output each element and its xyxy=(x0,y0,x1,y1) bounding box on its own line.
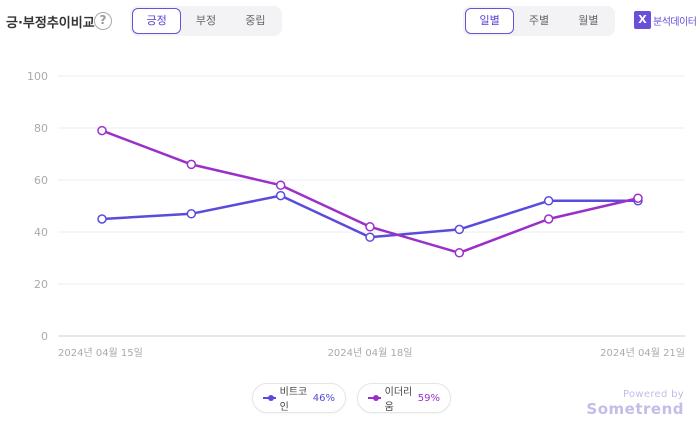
powered-by-watermark: Powered by Sometrend xyxy=(586,389,684,418)
legend-label: 이더리움 xyxy=(384,387,413,413)
data-point xyxy=(633,193,643,203)
data-point xyxy=(186,209,197,219)
legend-label: 비트코인 xyxy=(279,387,308,413)
data-point xyxy=(543,214,554,224)
y-tick-label: 40 xyxy=(34,226,48,239)
y-tick-label: 80 xyxy=(34,122,48,135)
export-data-button[interactable]: X 분석데이터 xyxy=(634,11,697,29)
period-toggle: 일별 주별 월별 xyxy=(463,6,615,36)
data-point xyxy=(543,196,554,206)
data-point xyxy=(365,232,375,242)
data-point xyxy=(275,190,286,201)
y-tick-label: 100 xyxy=(27,70,48,83)
legend-marker-icon xyxy=(368,395,381,401)
legend-percent: 46% xyxy=(312,392,335,404)
tab-weekly[interactable]: 주별 xyxy=(528,14,550,27)
x-tick-label: 2024년 04월 15일 xyxy=(58,347,143,359)
legend-marker-icon xyxy=(263,395,276,401)
legend-percent: 59% xyxy=(417,392,440,404)
brand-logo: Sometrend xyxy=(586,400,684,418)
excel-icon: X xyxy=(634,11,651,29)
powered-by-text: Powered by xyxy=(623,389,684,400)
data-point xyxy=(454,248,465,258)
y-tick-label: 60 xyxy=(34,174,48,187)
export-label: 분석데이터 xyxy=(653,16,697,28)
x-tick-label: 2024년 04월 21일 xyxy=(600,347,685,359)
data-point xyxy=(365,222,375,232)
tab-monthly[interactable]: 월별 xyxy=(578,14,599,27)
tab-negative[interactable]: 부정 xyxy=(195,14,217,27)
data-point xyxy=(454,224,465,235)
tab-daily[interactable]: 일별 xyxy=(465,8,515,34)
tab-positive[interactable]: 긍정 xyxy=(132,8,182,34)
legend-item-bitcoin[interactable]: 비트코인 46% xyxy=(252,383,346,413)
data-point xyxy=(186,159,197,170)
header: 긍·부정추이비교 ? 긍정 부정 중립 일별 주별 월별 X 분석데이터 xyxy=(0,0,700,44)
data-point xyxy=(275,180,286,190)
y-tick-label: 0 xyxy=(41,330,48,343)
sentiment-toggle: 긍정 부정 중립 xyxy=(130,6,282,36)
page-title: 긍·부정추이비교 xyxy=(6,16,95,31)
x-tick-label: 2024년 04월 18일 xyxy=(328,347,413,359)
data-point xyxy=(97,214,107,224)
data-point xyxy=(97,125,107,136)
help-icon[interactable]: ? xyxy=(94,12,112,30)
tab-neutral[interactable]: 중립 xyxy=(245,14,266,27)
line-chart: 0 20 40 60 80 100 2024년 04월 15일 2024년 04월 18일 20… xyxy=(27,70,685,359)
legend-item-ethereum[interactable]: 이더리움 59% xyxy=(357,383,451,413)
y-tick-label: 20 xyxy=(34,278,48,291)
